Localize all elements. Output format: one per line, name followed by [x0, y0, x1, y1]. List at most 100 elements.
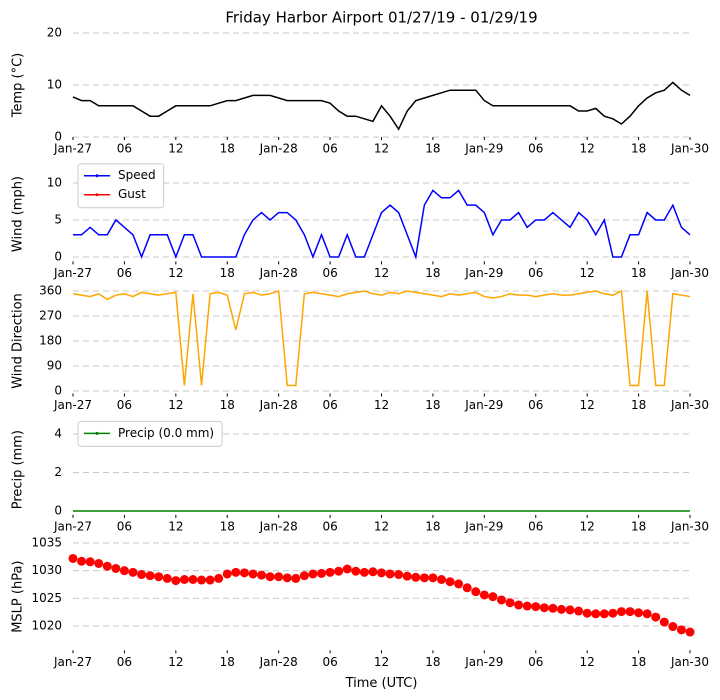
x-tick-label: 18 [425, 142, 440, 156]
data-point [368, 567, 378, 577]
x-tick-label: Jan-29 [464, 266, 503, 280]
x-tick-label: 12 [374, 655, 389, 669]
x-tick-label: Jan-30 [670, 655, 709, 669]
x-tick-label: Jan-28 [259, 142, 298, 156]
y-axis-label: Temp (°C) [11, 53, 26, 119]
x-tick-label: 06 [117, 398, 132, 412]
data-point [462, 583, 472, 593]
data-point [291, 573, 301, 583]
data-point [308, 569, 318, 579]
y-tick-label: 20 [47, 26, 62, 40]
data-point [548, 603, 558, 613]
data-point [188, 575, 198, 585]
x-tick-label: 18 [425, 519, 440, 533]
data-point [274, 572, 284, 582]
data-point [197, 575, 207, 585]
x-tick-label: 12 [168, 519, 183, 533]
y-axis-label: MSLP (hPa) [11, 561, 26, 633]
x-tick-label: Jan-27 [53, 398, 92, 412]
x-tick-label: 06 [322, 266, 337, 280]
data-point [77, 556, 87, 566]
y-tick-label: 10 [47, 175, 62, 189]
data-point [119, 566, 129, 576]
data-point [377, 568, 386, 578]
data-line [72, 289, 691, 387]
y-tick-label: 4 [54, 427, 62, 441]
data-point [599, 609, 609, 619]
data-point [514, 600, 524, 610]
y-tick-label: 10 [47, 78, 62, 92]
legend: Precip (0.0 mm) [77, 420, 223, 447]
data-point [428, 573, 438, 583]
data-point [257, 570, 267, 580]
y-tick-label: 270 [39, 309, 62, 323]
data-point [556, 604, 566, 614]
data-point [128, 567, 138, 577]
data-point [496, 595, 506, 605]
data-line [73, 189, 691, 260]
y-tick-label: 90 [47, 359, 62, 373]
x-tick-label: Jan-27 [53, 142, 92, 156]
x-tick-label: 06 [528, 398, 543, 412]
x-tick-label: 06 [117, 142, 132, 156]
x-tick-label: 18 [220, 655, 235, 669]
y-tick-label: 360 [39, 284, 62, 298]
x-tick-label: 06 [322, 142, 337, 156]
data-point [394, 570, 404, 580]
data-point [94, 558, 104, 568]
data-point [436, 575, 446, 585]
x-tick-label: 18 [220, 398, 235, 412]
data-point [68, 553, 78, 563]
x-tick-label: 06 [528, 142, 543, 156]
data-point [299, 571, 309, 581]
x-tick-label: 12 [374, 142, 389, 156]
y-tick-label: 1030 [31, 563, 62, 577]
y-tick-label: 5 [54, 212, 62, 226]
data-point [411, 572, 421, 582]
legend-label: Precip (0.0 mm) [118, 426, 214, 440]
x-tick-label: 12 [168, 142, 183, 156]
y-axis-label: Precip (mm) [11, 430, 26, 509]
y-tick-label: 0 [54, 504, 62, 518]
x-tick-label: 06 [322, 398, 337, 412]
x-tick-label: 12 [580, 398, 595, 412]
data-point [154, 572, 164, 582]
y-axis-label: Wind (mph) [11, 176, 26, 252]
x-axis-label: Time (UTC) [345, 676, 418, 691]
x-tick-label: 12 [374, 398, 389, 412]
data-point [137, 570, 147, 580]
data-point [651, 612, 661, 622]
data-point [385, 569, 395, 579]
x-tick-label: 18 [220, 142, 235, 156]
x-tick-label: Jan-27 [53, 655, 92, 669]
data-point [642, 609, 652, 619]
x-tick-label: 18 [220, 519, 235, 533]
y-tick-label: 0 [54, 384, 62, 398]
data-point [531, 602, 541, 612]
data-point [282, 573, 292, 583]
x-tick-label: 06 [528, 519, 543, 533]
y-tick-label: 180 [39, 334, 62, 348]
data-point [102, 561, 112, 571]
x-tick-label: 12 [374, 519, 389, 533]
x-tick-label: 06 [117, 266, 132, 280]
data-point [488, 592, 498, 602]
x-tick-label: 06 [322, 655, 337, 669]
x-tick-label: 12 [168, 655, 183, 669]
y-tick-label: 0 [54, 130, 62, 144]
data-point [616, 607, 626, 617]
data-point [591, 609, 601, 619]
x-tick-label: 06 [322, 519, 337, 533]
x-tick-label: Jan-29 [464, 398, 503, 412]
data-line [72, 81, 691, 131]
x-tick-label: 06 [117, 519, 132, 533]
data-point [625, 607, 635, 617]
x-tick-label: 12 [580, 519, 595, 533]
x-tick-label: Jan-29 [464, 142, 503, 156]
x-tick-label: 12 [580, 266, 595, 280]
legend-box [77, 163, 165, 209]
data-point [582, 608, 592, 618]
data-point [479, 590, 489, 600]
